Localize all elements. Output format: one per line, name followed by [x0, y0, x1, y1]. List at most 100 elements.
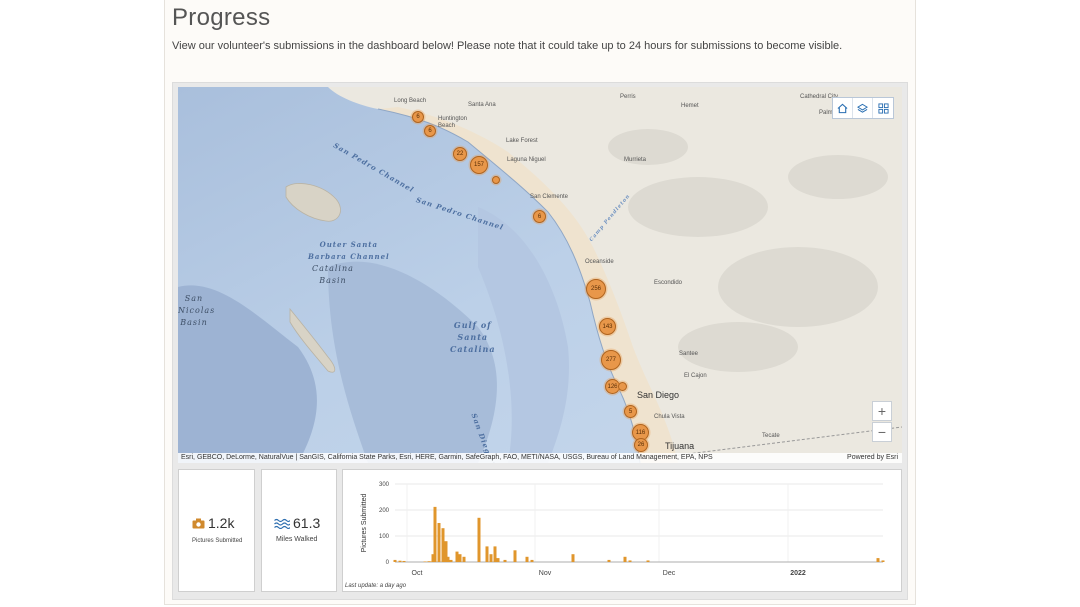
chart-bar: [530, 559, 534, 562]
water-label-outer-santa-barbara: Outer Santa Barbara Channel: [308, 239, 390, 263]
label-line: Nicolas: [178, 306, 216, 315]
waves-icon: [274, 518, 290, 529]
map-view[interactable]: Long Beach Santa Ana Perris Hemet Cathed…: [178, 87, 902, 463]
chart-bar: [628, 560, 632, 562]
label-line: Catalina: [312, 264, 354, 273]
place-label: El Cajon: [684, 373, 707, 379]
powered-by-esri-link[interactable]: Powered by Esri: [847, 454, 898, 461]
cluster-marker[interactable]: 256: [586, 279, 606, 299]
cluster-marker[interactable]: 143: [599, 318, 616, 335]
cluster-marker[interactable]: 5: [624, 405, 637, 418]
place-label: Oceanside: [585, 259, 614, 265]
chart-bar: [513, 550, 517, 562]
map-toolbar: [832, 97, 894, 119]
chart-bar: [427, 561, 431, 562]
chart-bar: [393, 559, 397, 562]
kpi-card-pictures: 1.2k Pictures Submitted: [178, 469, 255, 592]
chart-bar: [449, 559, 453, 562]
kpi-value-row: 61.3: [274, 515, 320, 531]
label-line: San: [184, 294, 204, 303]
chart-bar: [444, 541, 448, 562]
label-line: Barbara Channel: [308, 252, 390, 261]
layers-icon[interactable]: [853, 98, 873, 118]
place-label: Santa Ana: [468, 102, 496, 108]
label-line: Outer Santa: [319, 240, 379, 249]
x-tick-label: 2022: [790, 570, 806, 577]
zoom-in-button[interactable]: +: [872, 401, 892, 421]
chart-bar: [437, 523, 441, 562]
chart-bar: [441, 528, 445, 562]
label-line: Basin: [319, 276, 347, 285]
water-label-san-nicolas-basin: San Nicolas Basin: [178, 293, 216, 329]
chart-bar: [503, 559, 507, 562]
place-label: Lake Forest: [506, 138, 538, 144]
chart-bar: [477, 517, 481, 562]
place-label-tecate: Tecate: [762, 433, 780, 439]
y-tick-label: 0: [386, 560, 390, 566]
intro-text: View our volunteer's submissions in the …: [172, 40, 843, 52]
point-marker[interactable]: [492, 176, 500, 184]
home-icon[interactable]: [833, 98, 853, 118]
chart-bar: [423, 561, 427, 562]
chart-bar: [433, 506, 437, 562]
place-label-tijuana: Tijuana: [665, 441, 695, 451]
y-axis-label: Pictures Submitted: [361, 494, 368, 553]
label-line: Catalina: [450, 344, 496, 354]
place-label: Laguna Niguel: [507, 157, 546, 163]
chart-bar: [881, 560, 885, 562]
place-label-san-diego: San Diego: [637, 390, 680, 400]
water-label-gulf-of-santa-catalina: Gulf of Santa Catalina: [450, 319, 496, 355]
basemap-gallery-icon[interactable]: [873, 98, 893, 118]
cluster-marker[interactable]: 277: [601, 350, 621, 370]
camera-icon: [192, 518, 205, 528]
chart-bar: [525, 556, 529, 562]
chart-bar: [493, 546, 497, 562]
label-line: Gulf of: [453, 320, 492, 330]
chart-bar: [398, 560, 402, 562]
place-label: Huntington Beach: [438, 116, 468, 129]
place-label: Santee: [679, 351, 699, 357]
x-tick-label: Nov: [539, 570, 552, 577]
chart-bar: [489, 554, 493, 562]
chart-card: 0 100 200 300 Oct Nov Dec 2022 Pictures Submitte…: [342, 469, 902, 592]
cluster-marker[interactable]: 26: [634, 438, 648, 452]
chart-bar: [485, 546, 489, 562]
kpi-value-row: 1.2k: [192, 515, 234, 531]
kpi-miles-caption: Miles Walked: [276, 536, 318, 543]
chart-bar: [646, 560, 650, 562]
map-basemap: [178, 87, 902, 463]
place-label: Cathedral City: [800, 94, 839, 100]
chart-bar: [876, 558, 880, 562]
zoom-out-button[interactable]: −: [872, 422, 892, 442]
place-label: Long Beach: [394, 98, 427, 104]
chart-bar: [571, 554, 575, 562]
chart-bar: [623, 556, 627, 562]
attribution-text: Esri, GEBCO, DeLorme, NaturalVue | SanGI…: [181, 454, 713, 461]
submissions-chart: 0 100 200 300 Oct Nov Dec 2022 Pictures Submitte…: [361, 482, 885, 577]
place-label: Palm: [819, 110, 833, 116]
place-label: Escondido: [654, 280, 683, 286]
chart-bar: [607, 559, 611, 562]
y-tick-label: 200: [379, 508, 390, 514]
cluster-marker[interactable]: 6: [533, 210, 546, 223]
chart-bar: [429, 561, 433, 562]
cluster-marker[interactable]: 157: [470, 156, 488, 174]
y-tick-label: 100: [379, 534, 390, 540]
chart-bar: [458, 554, 462, 562]
kpi-pictures-value: 1.2k: [208, 515, 235, 531]
kpi-pictures-caption: Pictures Submitted: [192, 538, 243, 544]
place-label: Chula Vista: [654, 414, 685, 420]
x-tick-label: Oct: [412, 570, 423, 577]
place-label: Murrieta: [624, 157, 647, 163]
x-tick-label: Dec: [663, 570, 676, 577]
cluster-marker[interactable]: 22: [453, 147, 467, 161]
chart-bar: [462, 556, 466, 562]
chart-bar: [431, 554, 435, 562]
point-marker[interactable]: [618, 382, 627, 391]
kpi-card-miles: 61.3 Miles Walked: [261, 469, 337, 592]
cluster-marker[interactable]: 6: [424, 125, 436, 137]
page-title: Progress: [172, 4, 271, 31]
cluster-marker[interactable]: 6: [412, 111, 424, 123]
y-tick-label: 300: [379, 482, 390, 488]
chart-bar: [402, 560, 406, 562]
